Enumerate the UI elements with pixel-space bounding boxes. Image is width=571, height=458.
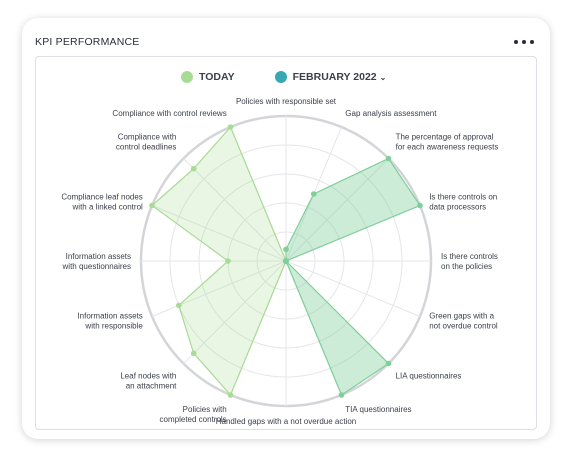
axis-label: Is there controls on data processors — [429, 193, 497, 212]
axis-label-line: control deadlines — [116, 142, 176, 151]
axis-label-line: LIA questionnaires — [396, 372, 462, 381]
data-point — [190, 165, 197, 172]
axis-spoke — [183, 260, 287, 364]
axis-label: Information assets with responsible — [77, 311, 143, 330]
data-point — [310, 191, 317, 197]
more-options-icon[interactable] — [514, 36, 534, 48]
data-point — [385, 155, 392, 162]
data-point — [190, 350, 197, 357]
axis-label: The percentage of approval for each aware… — [396, 132, 499, 151]
axis-label-line: Is there controls — [441, 252, 498, 261]
data-point — [283, 258, 289, 264]
axis-spoke — [183, 158, 287, 262]
series-area — [284, 157, 421, 396]
radar-chart: Policies with responsible set Gap analysi… — [61, 97, 499, 426]
data-point — [227, 392, 234, 398]
axis-label-line: completed controls — [160, 415, 227, 424]
axis-label: TIA questionnaires — [345, 405, 411, 414]
axis-label-line: The percentage of approval — [396, 132, 494, 141]
legend-item-february[interactable]: FEBRUARY 2022 ⌄ — [274, 71, 387, 83]
data-point — [149, 202, 155, 209]
axis-label-line: for each awareness requests — [396, 142, 499, 151]
axis-label: Information assets with questionnaires — [62, 252, 131, 271]
data-point — [338, 392, 345, 398]
data-point — [417, 202, 423, 209]
axis-spoke — [285, 158, 389, 262]
axis-label: LIA questionnaires — [396, 372, 462, 381]
axis-spoke — [151, 205, 287, 262]
axis-label-line: Handled gaps with a not overdue action — [216, 417, 357, 426]
axis-label-line: Policies with — [183, 405, 227, 414]
axis-label-line: an attachment — [126, 382, 177, 391]
axis-label-line: data processors — [429, 203, 486, 212]
axis-label-line: Compliance leaf nodes — [61, 193, 142, 202]
axis-label: Gap analysis assessment — [345, 109, 437, 118]
legend-dot-today — [181, 71, 193, 83]
data-point — [225, 258, 231, 264]
axis-label-line: with a linked control — [72, 203, 143, 212]
axis-label: Handled gaps with a not overdue action — [216, 417, 357, 426]
kpi-performance-card: KPI PERFORMANCE TODAY FEBRUARY 2022 ⌄ Po… — [22, 18, 550, 439]
data-point — [283, 246, 289, 253]
dot — [530, 40, 534, 44]
data-point — [385, 360, 392, 367]
axis-label-line: on the policies — [441, 262, 492, 271]
chart-legend: TODAY FEBRUARY 2022 ⌄ — [181, 71, 426, 83]
axis-label-line: not overdue control — [429, 321, 498, 330]
axis-label-line: Gap analysis assessment — [345, 109, 437, 118]
axis-label-line: Information assets — [77, 311, 142, 320]
axis-label-line: Green gaps with a — [429, 311, 494, 320]
axis-label: Compliance leaf nodes with a linked contr… — [61, 193, 143, 212]
data-point — [227, 124, 234, 130]
legend-label-today: TODAY — [199, 71, 235, 83]
chart-panel: TODAY FEBRUARY 2022 ⌄ Policies with resp… — [35, 56, 537, 430]
axis-label: Is there controls on the policies — [441, 252, 498, 271]
axis-label: Policies with responsible set — [236, 97, 337, 106]
axis-label: Green gaps with a not overdue control — [429, 311, 498, 330]
axis-label: Compliance with control deadlines — [116, 132, 176, 151]
chevron-down-icon[interactable]: ⌄ — [379, 72, 387, 82]
axis-label-line: Policies with responsible set — [236, 97, 337, 106]
card-title: KPI PERFORMANCE — [35, 36, 140, 48]
legend-dot-february — [274, 71, 287, 83]
axis-label: Leaf nodes with an attachment — [120, 372, 177, 391]
legend-label-february: FEBRUARY 2022 — [292, 71, 377, 83]
axis-label-line: with responsible — [84, 321, 143, 330]
axis-spoke — [285, 260, 421, 317]
data-point — [176, 302, 182, 309]
axis-label-line: with questionnaires — [62, 262, 131, 271]
axis-label: Compliance with control reviews — [112, 109, 226, 118]
axis-label-line: Compliance with control reviews — [112, 109, 226, 118]
axis-label-line: Leaf nodes with — [120, 372, 176, 381]
axis-label: Policies with completed controls — [160, 405, 227, 424]
dot — [514, 40, 518, 44]
axis-label-line: Is there controls on — [429, 193, 497, 202]
axis-label-line: TIA questionnaires — [345, 405, 411, 414]
axis-label-line: Information assets — [66, 252, 131, 261]
axis-label-line: Compliance with — [118, 132, 177, 141]
legend-item-today[interactable]: TODAY — [181, 71, 235, 83]
dot — [522, 40, 526, 44]
axis-spoke — [151, 260, 287, 317]
